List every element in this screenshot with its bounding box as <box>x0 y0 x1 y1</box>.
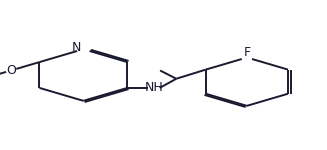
Text: F: F <box>243 46 250 59</box>
Text: O: O <box>6 64 16 77</box>
Text: N: N <box>72 41 81 54</box>
Text: NH: NH <box>145 81 164 94</box>
